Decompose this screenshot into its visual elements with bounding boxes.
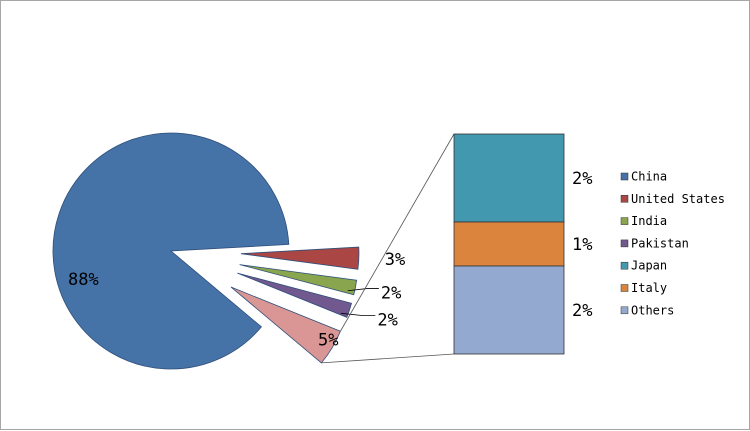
bar-segment-italy [453,221,565,267]
bar-label-others: 2% [572,301,592,321]
pie-label-china: 88% [68,270,99,290]
legend-swatch-united-states [620,195,629,203]
legend-label-others: Others [631,303,674,317]
legend-label-japan: Japan [631,259,667,273]
legend-label-china: China [631,170,667,184]
pie-slice-china [52,132,290,370]
legend-swatch-pakistan [620,239,629,248]
legend-label-pakistan: Pakistan [631,236,689,250]
legend-swatch-india [620,217,629,225]
pie-slice-pakistan [237,272,352,318]
connector-line-top [340,133,455,332]
legend-swatch-japan [620,261,629,270]
bar-label-japan: 2% [572,169,592,189]
pie-label-pakistan: 2% [377,311,397,331]
pie-label-other-bar: 5% [318,330,338,350]
pie-slice-india [239,264,358,296]
pie-label-india: 2% [381,284,401,304]
legend-swatch-italy [620,284,629,292]
bar-label-italy: 1% [572,235,592,255]
legend-label-united-states: United States [631,192,725,206]
legend-label-italy: Italy [631,281,667,295]
bar-segment-others [453,265,565,355]
legend-swatch-others [620,306,629,315]
pie-slice-united-states [240,246,360,270]
bar-segment-japan [453,133,565,223]
connector-line-bottom [321,353,455,364]
legend-swatch-china [620,172,629,181]
pie-leader-pakistan [340,312,376,317]
pie-label-united-states: 3% [385,250,405,270]
pie-leader-india [347,288,379,292]
legend-label-india: India [631,214,667,228]
